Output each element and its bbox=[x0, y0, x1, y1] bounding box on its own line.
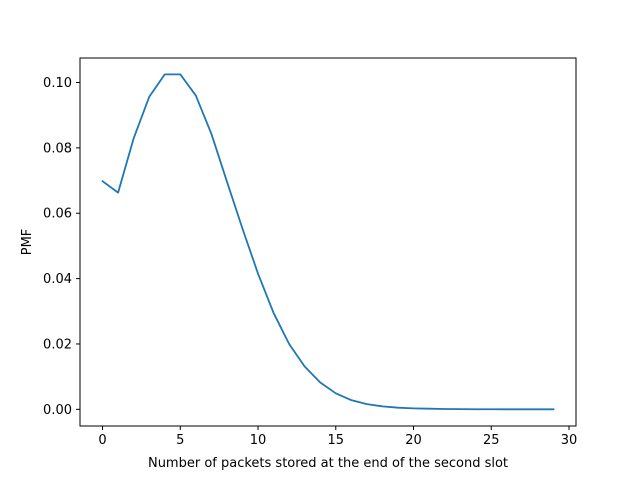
y-tick-label: 0.08 bbox=[43, 141, 72, 156]
plot-frame bbox=[79, 57, 577, 427]
x-tick-label: 30 bbox=[561, 433, 578, 448]
pmf-series-line bbox=[101, 73, 555, 411]
x-tick-label: 10 bbox=[250, 433, 267, 448]
x-tick-label: 25 bbox=[483, 433, 500, 448]
y-tick-label: 0.10 bbox=[43, 76, 72, 91]
y-axis-ticks: 0.00 0.02 0.04 0.06 0.08 0.10 bbox=[43, 76, 80, 418]
x-axis-ticks: 0 5 10 15 20 25 30 bbox=[98, 426, 577, 448]
x-axis-label: Number of packets stored at the end of t… bbox=[148, 456, 508, 471]
y-axis-label: PMF bbox=[20, 229, 35, 256]
y-tick-label: 0.06 bbox=[43, 207, 72, 222]
y-tick-label: 0.04 bbox=[43, 272, 72, 287]
x-tick-label: 5 bbox=[176, 433, 184, 448]
y-tick-label: 0.02 bbox=[43, 337, 72, 352]
x-tick-label: 20 bbox=[405, 433, 422, 448]
x-tick-label: 15 bbox=[328, 433, 345, 448]
plot-area bbox=[101, 73, 555, 411]
y-tick-label: 0.00 bbox=[43, 403, 72, 418]
x-tick-label: 0 bbox=[98, 433, 106, 448]
